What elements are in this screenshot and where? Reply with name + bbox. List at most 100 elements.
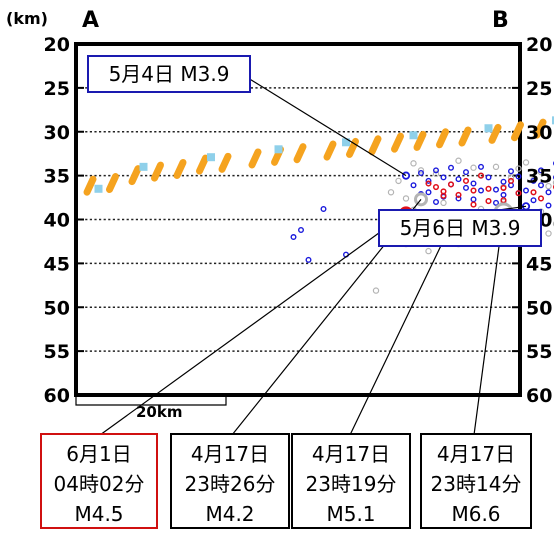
blue-hypocenter <box>538 182 545 189</box>
section-start-label: A <box>82 8 99 33</box>
orange-marker <box>151 161 164 182</box>
blue-hypocenter <box>515 173 522 180</box>
light-blue-square <box>94 184 103 193</box>
orange-marker <box>323 140 337 161</box>
red-hypocenter <box>500 184 507 191</box>
orange-marker <box>218 152 232 173</box>
blue-hypocenter <box>433 198 440 205</box>
y-tick-label-right: 45 <box>526 253 552 275</box>
orange-marker <box>128 165 142 186</box>
blue-hypocenter <box>478 187 485 194</box>
label-apr17-2326-date: 4月17日 <box>190 442 270 466</box>
gray-hypocenter <box>402 195 410 202</box>
y-tick-label-left: 45 <box>44 253 70 275</box>
y-tick-label-right: 60 <box>526 385 552 407</box>
red-hypocenter <box>432 183 440 191</box>
y-tick-label-right: 20 <box>526 34 552 56</box>
y-tick-label-left: 40 <box>44 210 70 232</box>
blue-hypocenter <box>425 177 432 184</box>
gray-hypocenter <box>470 164 477 171</box>
red-hypocenter <box>440 192 447 199</box>
blue-hypocenter <box>455 176 462 183</box>
gray-hypocenter <box>387 189 395 196</box>
blue-hypocenter <box>530 197 537 204</box>
y-tick-label-right: 55 <box>526 341 552 363</box>
light-blue-square <box>342 138 350 147</box>
label-apr17-2314: 4月17日 23時14分 M6.6 <box>420 433 532 529</box>
blue-hypocenter <box>545 202 552 209</box>
red-hypocenter <box>455 191 462 198</box>
orange-marker <box>436 128 449 149</box>
section-end-label: B <box>492 8 509 33</box>
light-blue-square <box>484 124 493 133</box>
y-tick-label-right: 35 <box>526 166 552 188</box>
red-hypocenter <box>537 195 545 202</box>
red-hypocenter <box>485 185 492 192</box>
label-apr17-2314-time: 23時14分 <box>430 472 522 496</box>
blue-hypocenter <box>305 256 312 263</box>
gray-hypocenter <box>455 157 462 164</box>
blue-hypocenter <box>320 205 327 212</box>
blue-hypocenter <box>523 187 530 194</box>
gray-hypocenter <box>545 230 552 237</box>
y-tick-label-left: 20 <box>44 34 70 56</box>
leader-line-2 <box>99 212 407 436</box>
blue-hypocenter <box>290 234 297 241</box>
y-tick-label-left: 60 <box>44 385 70 407</box>
blue-hypocenter <box>463 169 470 176</box>
gray-hypocenter <box>410 160 417 167</box>
gray-hypocenter <box>507 174 515 181</box>
blue-hypocenter <box>448 164 455 171</box>
gray-hypocenter <box>440 199 447 207</box>
label-apr17-2319: 4月17日 23時19分 M5.1 <box>291 433 411 529</box>
orange-marker <box>196 154 209 175</box>
blue-hypocenter <box>440 174 447 181</box>
orange-marker <box>413 130 427 151</box>
blue-hypocenter <box>410 182 417 189</box>
blue-hypocenter <box>530 177 537 184</box>
label-apr17-2326-mag: M4.2 <box>205 502 255 526</box>
blue-hypocenter <box>485 174 492 181</box>
orange-marker <box>173 158 187 179</box>
label-may6: 5月6日 M3.9 <box>378 209 542 247</box>
light-blue-square <box>552 116 554 125</box>
red-hypocenter <box>462 177 470 184</box>
blue-hypocenter <box>425 189 432 196</box>
red-hypocenter <box>507 177 515 184</box>
gray-hypocenter <box>372 287 380 294</box>
label-may4: 5月4日 M3.9 <box>87 55 251 93</box>
orange-marker <box>293 143 307 164</box>
y-tick-label-left: 35 <box>44 166 70 188</box>
red-hypocenter <box>447 181 455 188</box>
blue-hypocenter <box>538 167 545 174</box>
leader-line-0 <box>247 77 407 177</box>
red-hypocenter <box>470 201 477 208</box>
y-tick-label-right: 50 <box>526 297 552 319</box>
gray-hypocenter <box>522 159 530 166</box>
light-blue-square <box>409 131 418 140</box>
scale-bar: 20km <box>75 395 227 421</box>
red-hypocenter <box>470 187 477 194</box>
label-apr17-2326-time: 23時26分 <box>184 472 276 496</box>
label-apr17-2326: 4月17日 23時26分 M4.2 <box>170 433 290 529</box>
light-blue-square <box>139 162 148 171</box>
label-apr17-2319-date: 4月17日 <box>311 442 391 466</box>
orange-marker <box>458 126 472 147</box>
blue-hypocenter <box>545 189 552 196</box>
blue-hypocenter <box>493 186 500 193</box>
label-jun1-date: 6月1日 <box>66 442 132 466</box>
gray-hypocenter <box>395 177 402 185</box>
red-hypocenter <box>477 172 485 179</box>
label-jun1-mag: M4.5 <box>74 502 124 526</box>
blue-hypocenter <box>500 178 507 185</box>
gray-hypocenter <box>552 180 554 186</box>
gray-hypocenter <box>545 182 552 190</box>
y-tick-label-right: 25 <box>526 78 552 100</box>
blue-hypocenter <box>418 169 425 176</box>
red-hypocenter <box>530 189 537 196</box>
red-hypocenter <box>515 190 522 197</box>
blue-hypocenter <box>493 199 500 206</box>
orange-marker <box>533 118 547 139</box>
orange-marker <box>488 123 502 144</box>
blue-hypocenter <box>478 163 485 170</box>
